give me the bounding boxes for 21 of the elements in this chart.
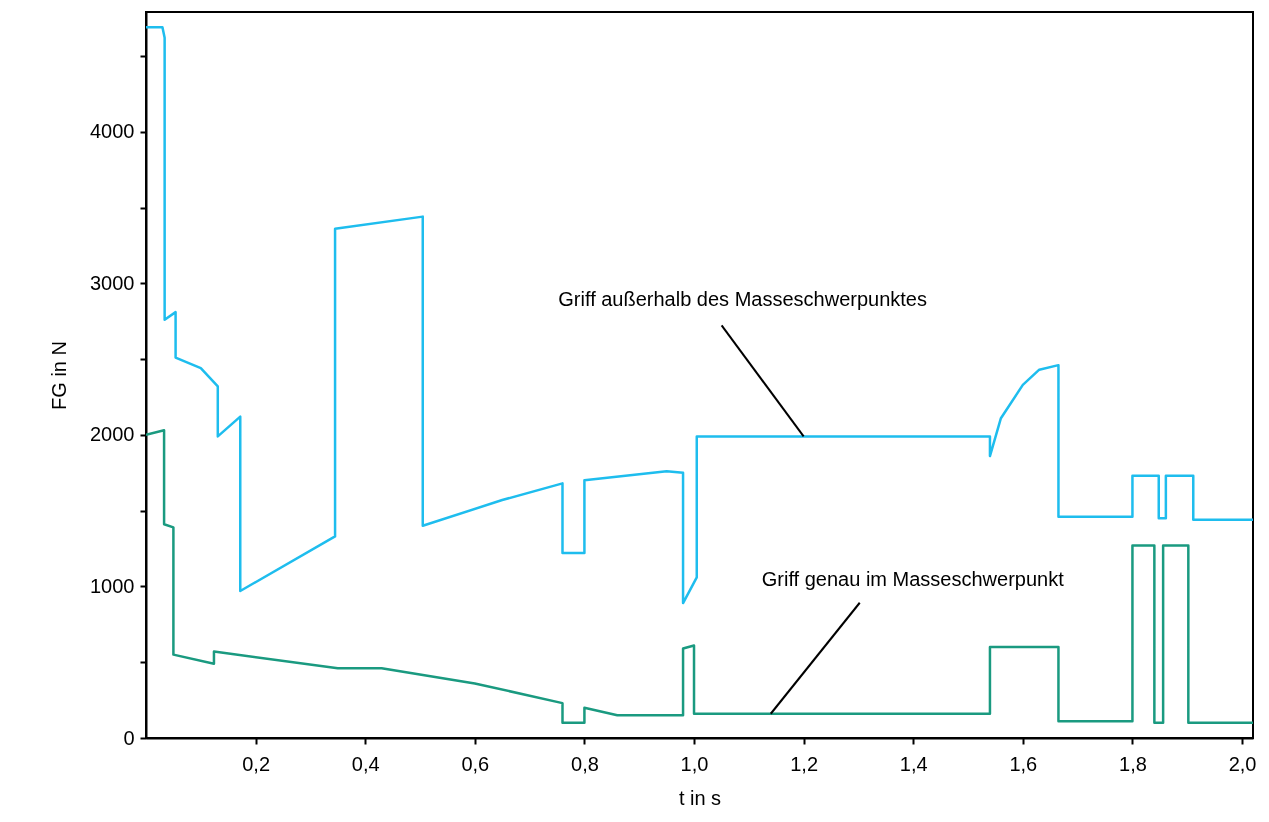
x-tick-label: 0,8: [571, 752, 599, 775]
x-tick-label: 1,0: [680, 752, 709, 775]
y-tick-label: 4000: [90, 120, 135, 143]
y-tick-label: 0: [123, 726, 135, 749]
line-series: [146, 25, 1253, 605]
x-tick-label: 1,6: [1009, 752, 1038, 775]
x-tick-label: 0,6: [461, 752, 490, 775]
line-series: [146, 429, 1253, 725]
x-tick-label: 0,2: [242, 752, 271, 775]
x-tick-label: 2,0: [1228, 752, 1257, 775]
y-tick-label: 2000: [90, 423, 135, 446]
x-tick-label: 1,2: [790, 752, 819, 775]
x-tick-label: 1,4: [899, 752, 928, 775]
x-axis-title: t in s: [678, 786, 722, 809]
x-tick-label: 0,4: [351, 752, 380, 775]
x-tick-label: 1,8: [1119, 752, 1147, 775]
y-tick-label: 1000: [90, 574, 135, 597]
y-axis-title: FG in N: [48, 341, 71, 410]
annotation: Griff außerhalb des Masseschwerpunktes: [558, 288, 927, 311]
y-tick-label: 3000: [90, 271, 135, 294]
annotation: Griff genau im Masseschwerpunkt: [761, 567, 1065, 590]
